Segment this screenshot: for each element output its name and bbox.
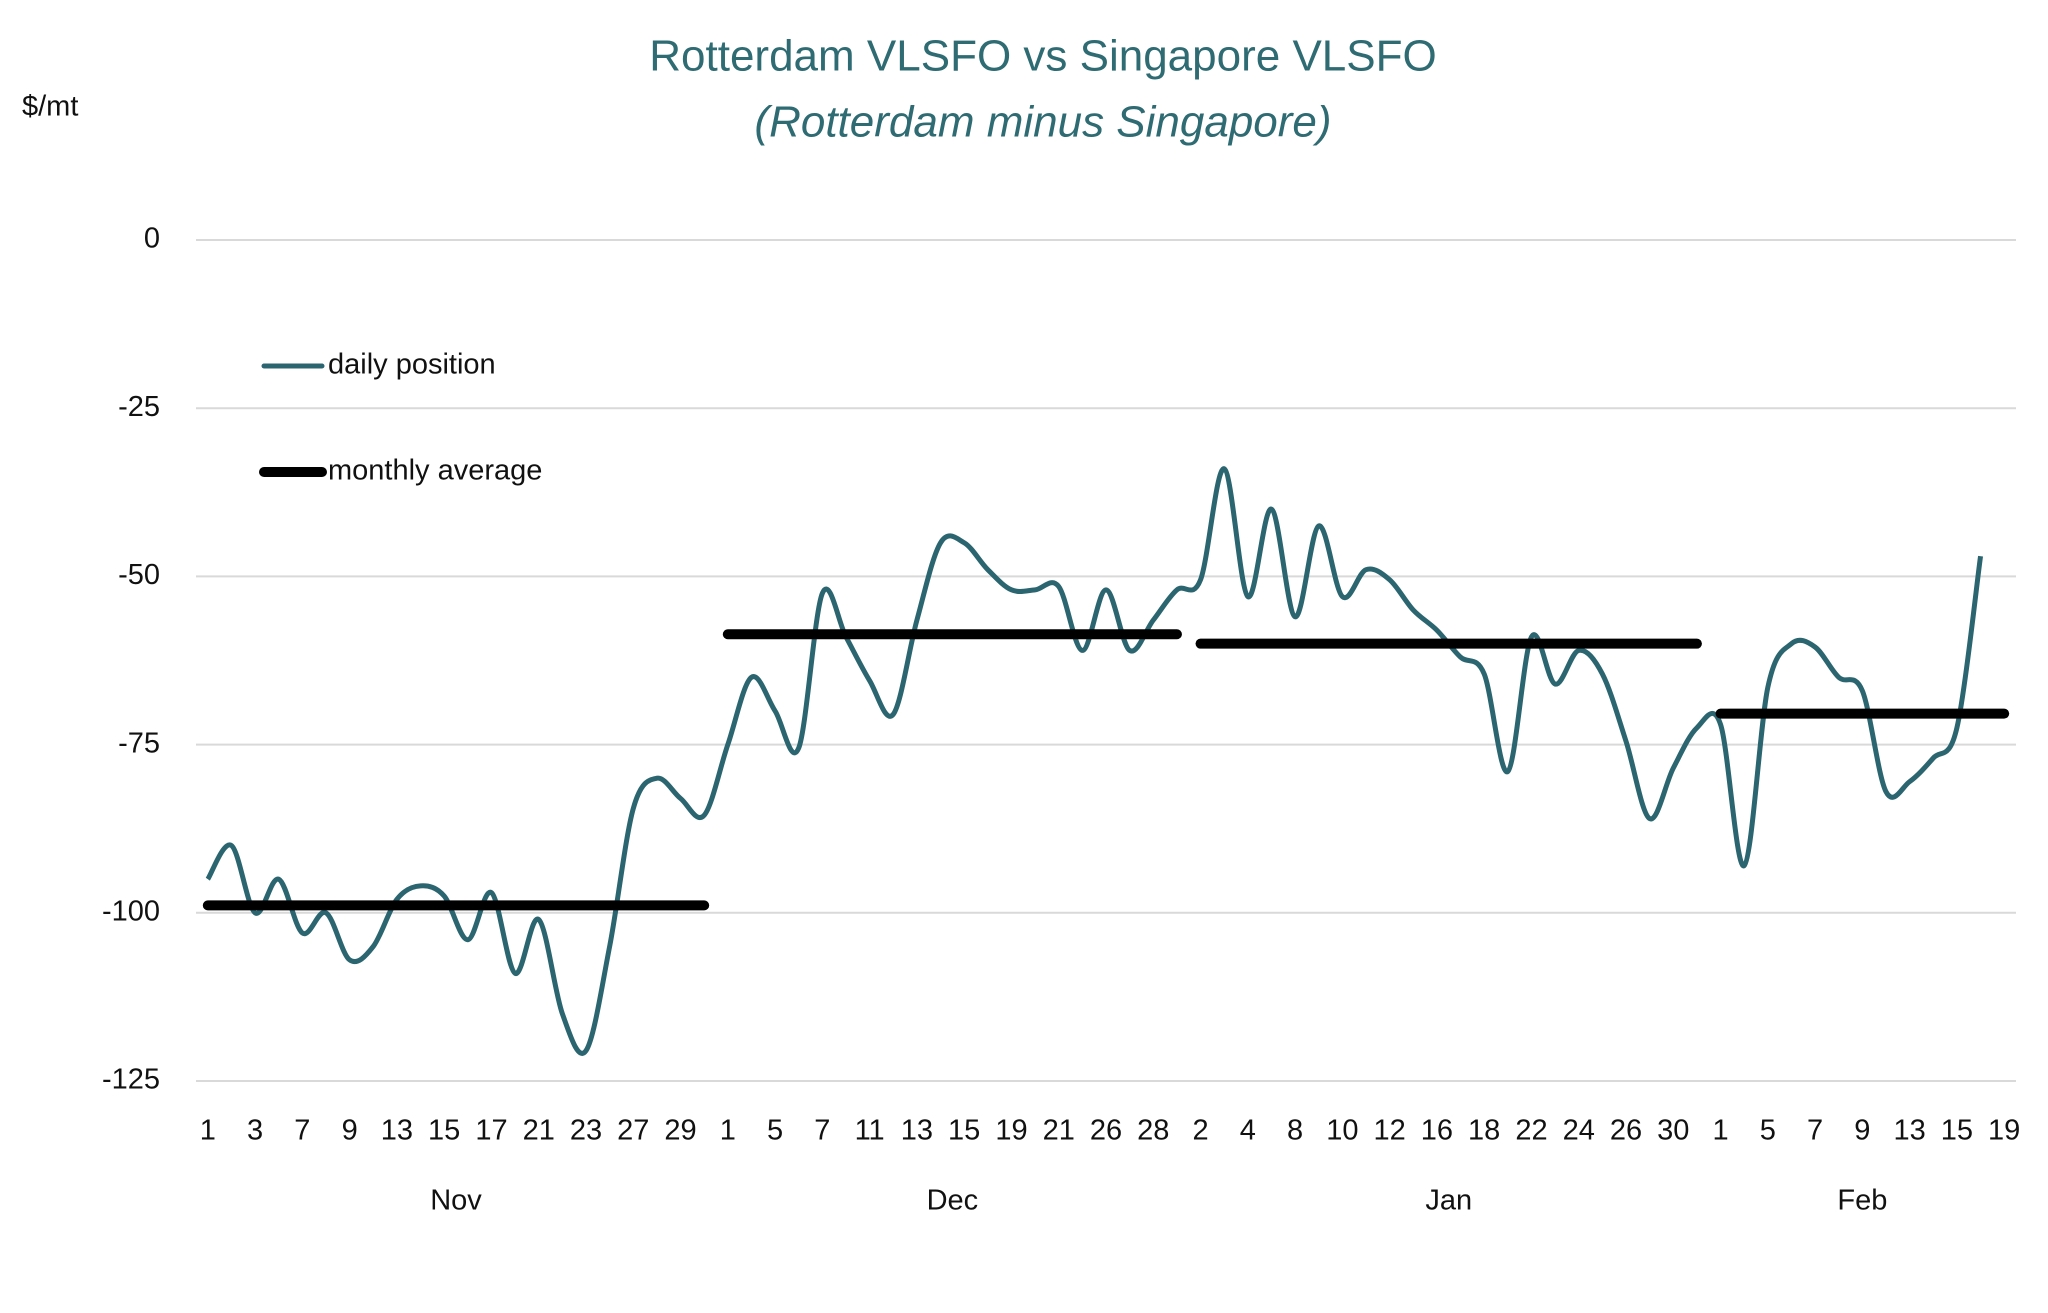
x-tick-label: 7 — [294, 1115, 310, 1147]
x-tick-label: 19 — [995, 1115, 1027, 1147]
x-tick-label: 9 — [1854, 1115, 1870, 1147]
x-tick-label: 12 — [1374, 1115, 1406, 1147]
y-tick-label: -75 — [118, 727, 160, 759]
legend-label: daily position — [328, 349, 496, 381]
x-tick-label: 15 — [948, 1115, 980, 1147]
x-group-label: Feb — [1837, 1185, 1887, 1217]
daily-line — [205, 466, 1984, 1056]
x-tick-label: 18 — [1468, 1115, 1500, 1147]
x-tick-label: 16 — [1421, 1115, 1453, 1147]
x-tick-label: 1 — [720, 1115, 736, 1147]
x-group-label: Dec — [927, 1185, 979, 1217]
y-tick-label: -50 — [118, 559, 160, 591]
y-tick-label: -125 — [102, 1064, 160, 1096]
x-tick-label: 8 — [1287, 1115, 1303, 1147]
x-tick-label: 26 — [1090, 1115, 1122, 1147]
x-tick-label: 7 — [1807, 1115, 1823, 1147]
x-tick-label: 4 — [1240, 1115, 1256, 1147]
x-group-label: Jan — [1425, 1185, 1472, 1217]
x-tick-label: 5 — [1760, 1115, 1776, 1147]
x-tick-label: 13 — [381, 1115, 413, 1147]
x-tick-label: 30 — [1657, 1115, 1689, 1147]
x-tick-label: 21 — [523, 1115, 555, 1147]
y-tick-label: 0 — [144, 223, 160, 255]
x-tick-label: 28 — [1137, 1115, 1169, 1147]
x-tick-label: 29 — [664, 1115, 696, 1147]
x-tick-label: 3 — [247, 1115, 263, 1147]
x-tick-label: 13 — [1894, 1115, 1926, 1147]
x-tick-label: 26 — [1610, 1115, 1642, 1147]
x-tick-label: 15 — [1941, 1115, 1973, 1147]
y-tick-label: -25 — [118, 391, 160, 423]
x-group-label: Nov — [430, 1185, 482, 1217]
x-tick-label: 5 — [767, 1115, 783, 1147]
x-tick-label: 10 — [1326, 1115, 1358, 1147]
x-tick-label: 7 — [814, 1115, 830, 1147]
x-tick-label: 19 — [1988, 1115, 2020, 1147]
legend-label: monthly average — [328, 455, 542, 487]
y-axis-label: $/mt — [22, 91, 78, 123]
chart-title: Rotterdam VLSFO vs Singapore VLSFO — [649, 32, 1436, 81]
x-tick-label: 13 — [901, 1115, 933, 1147]
y-tick-label: -100 — [102, 895, 160, 927]
x-tick-label: 15 — [428, 1115, 460, 1147]
x-tick-label: 27 — [617, 1115, 649, 1147]
x-tick-label: 1 — [1712, 1115, 1728, 1147]
x-tick-label: 21 — [1043, 1115, 1075, 1147]
x-tick-label: 9 — [342, 1115, 358, 1147]
x-tick-label: 1 — [200, 1115, 216, 1147]
x-tick-label: 11 — [855, 1115, 885, 1147]
x-tick-label: 17 — [475, 1115, 507, 1147]
x-tick-label: 23 — [570, 1115, 602, 1147]
chart-subtitle: (Rotterdam minus Singapore) — [754, 98, 1331, 147]
x-tick-label: 22 — [1515, 1115, 1547, 1147]
x-tick-label: 24 — [1563, 1115, 1595, 1147]
x-tick-label: 2 — [1192, 1115, 1208, 1147]
